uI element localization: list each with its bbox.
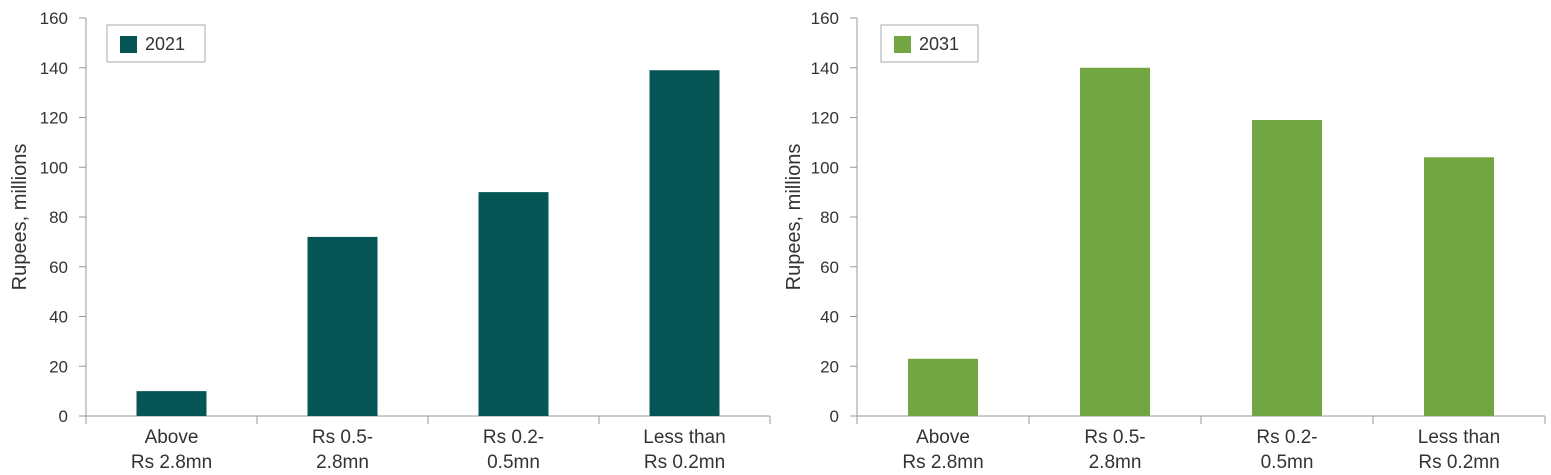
x-tick-label: 0.5mn: [1261, 452, 1314, 473]
bar: [908, 358, 978, 416]
y-tick-label: 0: [59, 407, 68, 426]
y-tick-label: 60: [49, 258, 68, 277]
y-tick-label: 80: [49, 208, 68, 227]
y-tick-label: 140: [811, 59, 839, 78]
y-tick-label: 120: [811, 109, 839, 128]
x-tick-label: Less than: [1418, 427, 1500, 448]
y-tick-label: 160: [40, 9, 68, 28]
x-tick-label: Rs 0.5-: [1084, 427, 1145, 448]
x-tick-label: Rs 2.8mn: [131, 452, 212, 473]
x-tick-label: Less than: [643, 427, 725, 448]
y-tick-label: 60: [820, 258, 839, 277]
legend-label: 2031: [919, 34, 959, 54]
bar: [478, 192, 549, 416]
y-tick-label: 40: [820, 308, 839, 327]
y-tick-label: 0: [830, 407, 839, 426]
x-tick-label: Rs 0.2-: [483, 427, 544, 448]
bar: [1424, 157, 1494, 417]
x-tick-label: Rs 0.2-: [1256, 427, 1317, 448]
x-tick-label: 2.8mn: [316, 452, 369, 473]
y-tick-label: 140: [40, 59, 68, 78]
x-tick-label: 0.5mn: [487, 452, 540, 473]
bar: [136, 391, 207, 416]
x-tick-label: Rs 2.8mn: [902, 452, 983, 473]
x-tick-label: 2.8mn: [1089, 452, 1142, 473]
y-tick-label: 160: [811, 9, 839, 28]
y-axis-title: Rupees, millions: [9, 144, 31, 291]
x-tick-label: Rs 0.2mn: [1418, 452, 1499, 473]
x-tick-label: Above: [916, 427, 970, 448]
legend-swatch: [894, 36, 911, 53]
x-tick-label: Rs 0.2mn: [644, 452, 725, 473]
y-axis-title: Rupees, millions: [783, 144, 805, 291]
bar: [1252, 119, 1322, 417]
y-tick-label: 100: [811, 158, 839, 177]
y-tick-label: 20: [820, 357, 839, 376]
x-tick-label: Rs 0.5-: [312, 427, 373, 448]
y-tick-label: 100: [40, 158, 68, 177]
bar: [649, 70, 720, 417]
bar: [307, 236, 378, 416]
x-tick-label: Above: [145, 427, 199, 448]
legend-label: 2021: [145, 34, 185, 54]
y-tick-label: 120: [40, 109, 68, 128]
bar: [1080, 67, 1150, 416]
y-tick-label: 20: [49, 357, 68, 376]
legend-swatch: [120, 36, 137, 53]
y-tick-label: 80: [820, 208, 839, 227]
y-tick-label: 40: [49, 308, 68, 327]
